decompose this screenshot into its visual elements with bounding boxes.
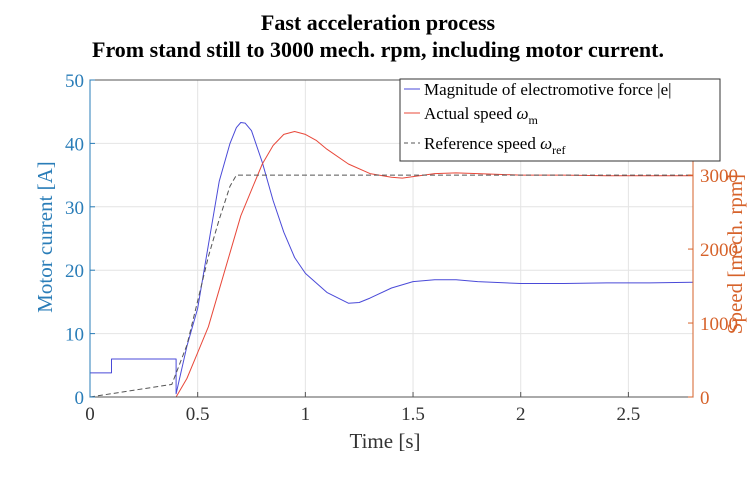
chart-subtitle: From stand still to 3000 mech. rpm, incl… <box>92 37 664 62</box>
tick-layer: 0 0.5 1 1.5 2 2.5 0 10 20 30 40 50 0 1000 2000 3000 <box>65 71 738 425</box>
y-right-tick-label: 3000 <box>700 166 738 187</box>
legend-label-reference-speed: Reference speed ωref <box>424 134 565 157</box>
x-tick-label: 1 <box>301 404 311 425</box>
series-line-reference-speed <box>89 174 693 398</box>
y-left-tick-label: 40 <box>65 134 84 155</box>
x-tick-label: 2 <box>516 404 526 425</box>
x-tick-label: 0.5 <box>186 404 210 425</box>
y-right-axis-label: Speed [mech. rpm] <box>723 174 747 334</box>
series-line-actual-speed <box>90 131 693 398</box>
y-left-tick-label: 20 <box>65 261 84 282</box>
y-left-axis-label: Motor current [A] <box>33 161 57 313</box>
x-tick-label: 1.5 <box>401 404 425 425</box>
y-left-tick-label: 30 <box>65 198 84 219</box>
y-left-tick-label: 0 <box>75 388 85 409</box>
legend-box <box>399 78 721 162</box>
x-tick-label: 2.5 <box>617 404 641 425</box>
series-layer <box>89 122 694 398</box>
legend: Magnitude of electromotive force |e| Act… <box>399 78 721 162</box>
y-left-tick-label: 10 <box>65 325 84 346</box>
x-tick-label: 0 <box>85 404 95 425</box>
legend-label-actual-speed: Actual speed ωm <box>424 104 539 127</box>
x-axis-label: Time [s] <box>350 429 421 453</box>
y-right-tick-label: 1000 <box>700 314 738 335</box>
legend-label-emf: Magnitude of electromotive force |e| <box>424 80 672 99</box>
series-line-emf <box>90 122 694 395</box>
y-right-tick-label: 0 <box>700 388 710 409</box>
y-left-tick-label: 50 <box>65 71 84 92</box>
chart-title: Fast acceleration process <box>261 10 496 35</box>
y-right-tick-label: 2000 <box>700 240 738 261</box>
